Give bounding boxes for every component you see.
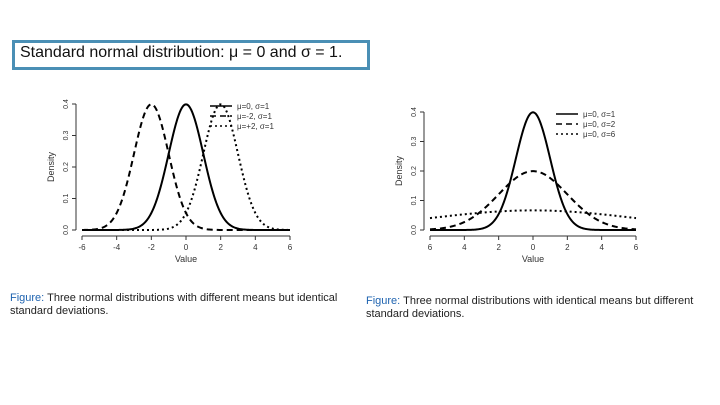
x-tick-label: 4 — [253, 243, 258, 252]
x-tick-label: 6 — [428, 243, 433, 252]
chart-panel-left: -6 -4 -2 0 2 4 6 0.0 0.1 0.2 0.3 0.4 Value Density μ=0… — [0, 90, 360, 330]
title-box — [12, 40, 370, 70]
y-tick-label: 0.0 — [411, 225, 418, 235]
y-axis-label: Density — [46, 151, 56, 182]
x-tick-label: 6 — [634, 243, 639, 252]
x-tick-label: -2 — [148, 243, 156, 252]
x-tick-label: 2 — [218, 243, 223, 252]
series-line — [429, 209, 637, 220]
y-tick-label: 0.1 — [411, 196, 418, 206]
y-tick-label: 0.2 — [411, 166, 418, 176]
caption-label: Figure: — [366, 295, 401, 307]
series-line — [82, 103, 290, 231]
legend-label: μ=0, σ=1 — [237, 102, 270, 111]
legend-label: μ=0, σ=2 — [583, 120, 616, 129]
y-axis-label: Density — [394, 155, 404, 186]
y-tick-label: 0.3 — [411, 137, 418, 147]
y-tick-label: 0.4 — [63, 99, 70, 109]
x-tick-label: 4 — [462, 243, 467, 252]
chart-svg: 6 4 2 0 2 4 6 0.0 0.1 0.2 0.3 0.4 Value Density μ=0, σ… — [394, 107, 639, 264]
legend-label: μ=0, σ=6 — [583, 130, 616, 139]
y-tick-label: 0.3 — [63, 131, 70, 141]
x-axis-label: Value — [522, 254, 544, 264]
caption-right: Figure: Three normal distributions with … — [366, 295, 711, 321]
x-tick-label: 2 — [496, 243, 501, 252]
x-tick-label: 0 — [184, 243, 189, 252]
x-tick-label: 2 — [565, 243, 570, 252]
y-tick-label: 0.4 — [411, 107, 418, 117]
slide-title: Standard normal distribution: μ = 0 and … — [20, 44, 343, 61]
x-tick-label: 4 — [599, 243, 604, 252]
series-line — [430, 111, 636, 231]
caption-label: Figure: — [10, 292, 45, 304]
x-tick-label: 0 — [531, 243, 536, 252]
caption-text: Three normal distributions with differen… — [10, 292, 338, 317]
legend-label: μ=0, σ=1 — [583, 110, 616, 119]
y-tick-label: 0.0 — [63, 225, 70, 235]
x-tick-label: -6 — [78, 243, 86, 252]
chart-svg: -6 -4 -2 0 2 4 6 0.0 0.1 0.2 0.3 0.4 Value Density μ=0… — [46, 99, 293, 264]
legend-label: μ=-2, σ=1 — [237, 112, 272, 121]
caption-text: Three normal distributions with identica… — [366, 295, 694, 320]
x-tick-label: 6 — [288, 243, 293, 252]
series-line — [429, 170, 637, 231]
chart-panel-right: 6 4 2 0 2 4 6 0.0 0.1 0.2 0.3 0.4 Value Density μ=0, σ… — [360, 90, 720, 330]
y-tick-label: 0.2 — [63, 162, 70, 172]
caption-left: Figure: Three normal distributions with … — [10, 292, 355, 318]
x-tick-label: -4 — [113, 243, 121, 252]
series-line — [82, 103, 291, 231]
x-axis-label: Value — [175, 254, 197, 264]
y-tick-label: 0.1 — [63, 194, 70, 204]
legend-label: μ=+2, σ=1 — [237, 122, 274, 131]
